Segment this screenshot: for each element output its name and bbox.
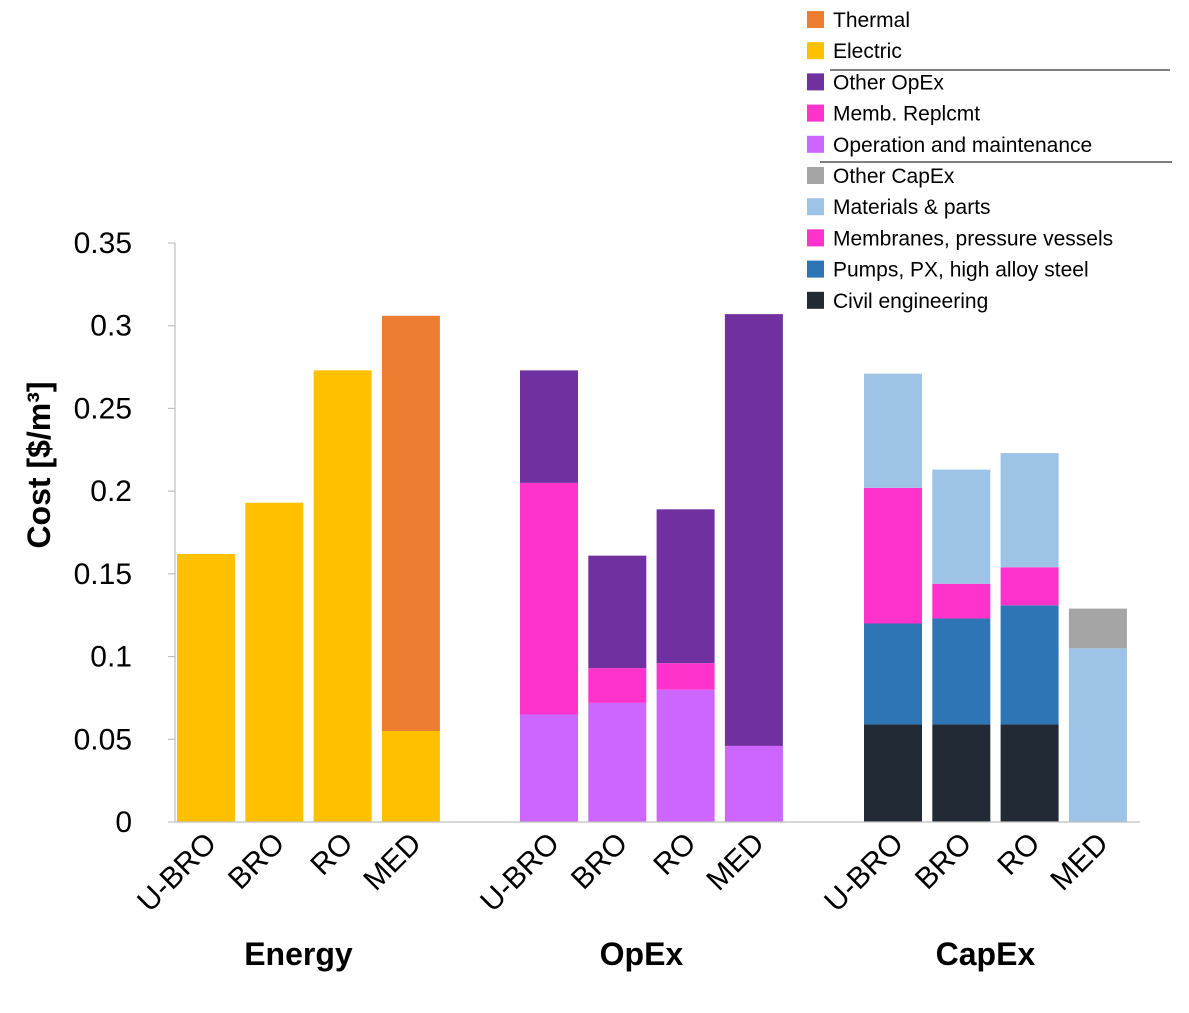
x-category-label: MED [700,827,770,897]
x-category-label: BRO [565,827,634,896]
bar-segment-other-opex [588,555,647,669]
bar-segment-civil-engineering [932,724,991,822]
x-category-label: BRO [222,827,291,896]
bar-segment-thermal [381,315,440,732]
legend-label: Other OpEx [833,71,944,94]
legend-swatch [807,135,824,153]
x-category-label: BRO [909,827,978,896]
legend: Thermal Electric Other OpEx Memb. Replcmt Op… [807,9,1172,313]
legend-item: Operation and maintenance [807,134,1092,157]
legend-swatch [807,198,824,216]
y-axis-label: Cost [$/m³] [21,381,57,548]
bar-segment-electric [313,370,372,822]
legend-item: Other CapEx [807,165,955,188]
x-category-label: U-BRO [474,827,566,919]
bar-segment-operation-and-maintenance [520,714,578,822]
legend-label: Materials & parts [833,196,991,219]
bar-segment-electric [245,502,304,822]
y-tick-label: 0.1 [90,641,132,674]
bar-segment-memb-replcmt [656,663,715,690]
bars [177,314,1127,822]
legend-label: Electric [833,40,902,63]
bar-segment-operation-and-maintenance [724,745,783,822]
legend-label: Thermal [833,9,910,32]
bar-segment-memb-replcmt [520,482,578,715]
x-category-label: RO [991,827,1046,882]
x-category-label: MED [1044,827,1114,897]
bar-segment-civil-engineering [864,724,922,822]
x-category-label: U-BRO [818,827,910,919]
bar-segment-pumps-px-high-alloy-steel [932,618,991,725]
bar-segment-pumps-px-high-alloy-steel [864,623,922,725]
legend-item: Civil engineering [807,290,988,313]
bar-segment-materials-parts [1068,648,1127,822]
legend-label: Pumps, PX, high alloy steel [833,259,1089,282]
x-group-label: Energy [244,936,353,972]
legend-item: Other OpEx [807,71,944,94]
legend-item: Thermal [807,9,910,32]
bar-group-energy [177,315,440,822]
bar-group-capex [864,373,1127,822]
legend-label: Operation and maintenance [833,134,1092,157]
legend-swatch [807,260,824,278]
x-category-label: MED [357,827,427,897]
bar-segment-materials-parts [1000,453,1059,568]
y-tick-label: 0.15 [74,558,132,591]
y-tick-label: 0 [115,806,132,839]
bar-segment-other-opex [656,509,715,664]
bar-segment-materials-parts [932,469,991,584]
y-tick-label: 0.2 [90,475,132,508]
x-group-label: CapEx [936,936,1036,972]
x-category-label: RO [304,827,359,882]
bar-segment-membranes-pressure-vessels [932,583,991,619]
bar-segment-operation-and-maintenance [656,689,715,822]
legend-swatch [807,229,824,247]
bar-segment-other-opex [520,370,578,483]
bar-segment-other-opex [724,314,783,746]
y-tick-label: 0.25 [74,392,132,425]
legend-label: Membranes, pressure vessels [833,227,1113,250]
legend-item: Pumps, PX, high alloy steel [807,259,1089,282]
y-tick-label: 0.35 [74,227,132,260]
x-category-label: RO [647,827,702,882]
legend-swatch [807,104,824,122]
bar-segment-other-capex [1068,608,1127,649]
legend-label: Civil engineering [833,290,988,313]
bar-segment-electric [177,554,235,822]
bar-segment-pumps-px-high-alloy-steel [1000,605,1059,725]
bar-segment-materials-parts [864,373,922,488]
bar-segment-electric [381,731,440,822]
bar-segment-membranes-pressure-vessels [1000,567,1059,606]
bar-segment-memb-replcmt [588,668,647,703]
legend-item: Electric [807,40,902,63]
y-tick-label: 0.05 [74,723,132,756]
y-axis: 0 0.05 0.1 0.15 0.2 0.25 0.3 0.35 [74,227,176,839]
y-tick-label: 0.3 [90,310,132,343]
legend-label: Memb. Replcmt [833,103,980,126]
bar-segment-civil-engineering [1000,724,1059,822]
legend-item: Materials & parts [807,196,991,219]
legend-item: Memb. Replcmt [807,103,980,126]
bar-segment-membranes-pressure-vessels [864,487,922,624]
legend-label: Other CapEx [833,165,955,188]
legend-swatch [807,42,824,60]
legend-item: Membranes, pressure vessels [807,227,1113,250]
legend-swatch [807,73,824,91]
legend-swatch [807,167,824,184]
legend-swatch [807,291,824,309]
bar-group-opex [520,314,783,822]
legend-swatch [807,11,824,28]
x-category-label: U-BRO [131,827,223,919]
bar-segment-operation-and-maintenance [588,702,647,822]
x-group-label: OpEx [600,936,684,972]
